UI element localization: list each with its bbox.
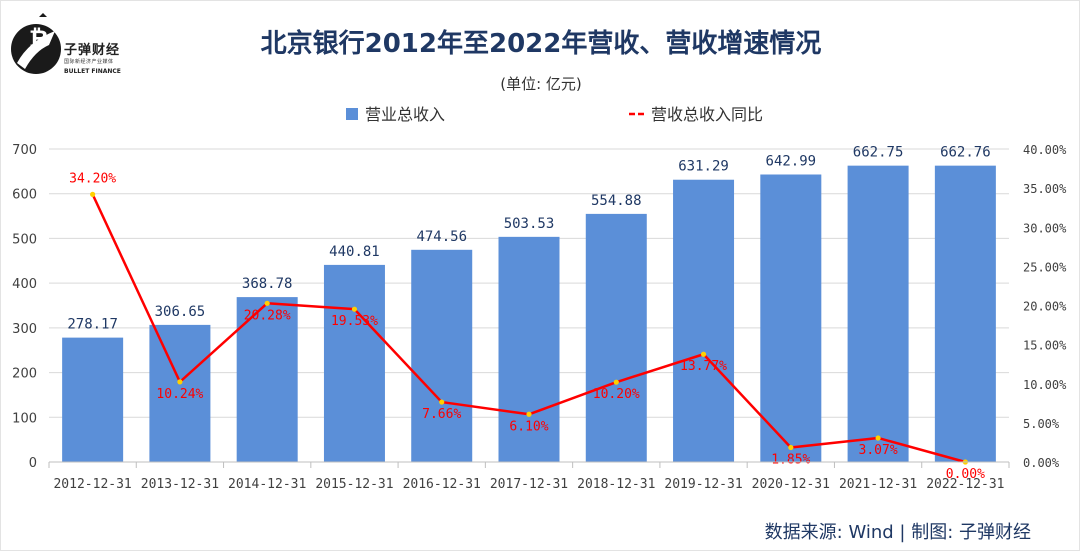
line-point [526, 411, 532, 417]
y-right-tick-label: 5.00% [1023, 417, 1060, 431]
bar [847, 165, 909, 462]
bar [934, 165, 996, 462]
bar [236, 297, 298, 462]
bar [411, 249, 473, 462]
unit-label: (单位: 亿元) [500, 75, 582, 93]
legend: 营业总收入 营收总收入同比 [346, 105, 763, 124]
line-point [788, 444, 794, 451]
x-tick-label: 2015-12-31 [315, 477, 393, 492]
y-left-tick-label: 100 [12, 411, 37, 426]
y-right-tick-label: 40.00% [1023, 143, 1067, 157]
x-tick-label: 2018-12-31 [577, 477, 655, 492]
x-tick-label: 2021-12-31 [839, 477, 917, 492]
y-right-tick-label: 35.00% [1023, 182, 1067, 196]
axes: 0 100 200 300 400 500 600 700 0.00% 5.00% 10.00% 15… [12, 143, 1067, 492]
x-tick-label: 2014-12-31 [228, 477, 306, 492]
y-right-tick-label: 30.00% [1023, 221, 1067, 235]
legend-bar-swatch [346, 108, 358, 120]
y-right-tick-label: 15.00% [1023, 339, 1067, 353]
y-left-tick-label: 200 [12, 367, 37, 382]
bar [585, 213, 647, 462]
y-right-tick-label: 20.00% [1023, 300, 1067, 314]
bar-value-label: 306.65 [155, 304, 206, 320]
line-point [700, 351, 707, 357]
bar [760, 174, 822, 462]
line-point [177, 379, 183, 385]
bar-value-label: 440.81 [329, 244, 380, 260]
y-left-tick-label: 400 [12, 277, 37, 292]
bar-value-label: 631.29 [678, 159, 729, 175]
logo-english: BULLET FINANCE [64, 68, 121, 75]
y-right-tick-label: 10.00% [1023, 378, 1067, 392]
line-point [613, 379, 619, 385]
legend-line-label: 营收总收入同比 [651, 105, 763, 124]
bar-value-label: 554.88 [591, 193, 642, 209]
x-tick-label: 2013-12-31 [141, 477, 219, 492]
logo-subtitle: 国际新经济产业媒体 [64, 59, 114, 65]
logo: ₿ 子弹财经 国际新经济产业媒体 BULLET FINANCE [9, 11, 129, 81]
bar [62, 337, 124, 462]
y-left-tick-label: 500 [12, 232, 37, 247]
bar [673, 179, 735, 462]
line-point [439, 399, 445, 405]
y-left-tick-label: 600 [12, 188, 37, 203]
bar-value-label: 503.53 [504, 216, 555, 232]
x-tick-label: 2017-12-31 [490, 477, 568, 492]
legend-bar-label: 营业总收入 [365, 105, 445, 124]
bar-value-label: 642.99 [766, 153, 817, 169]
bar-value-label: 662.75 [853, 145, 904, 161]
svg-text:₿: ₿ [29, 25, 49, 53]
line-point [875, 435, 881, 441]
line-value-label: 3.07% [859, 443, 898, 458]
line-value-label: 7.66% [422, 407, 461, 422]
source-note: 数据来源: Wind | 制图: 子弹财经 [764, 522, 1031, 543]
chart-title: 北京银行2012年至2022年营收、营收增速情况 [260, 29, 822, 59]
bar [149, 324, 211, 462]
bar [323, 264, 385, 462]
line-value-label: 19.53% [331, 314, 378, 329]
line-point [90, 191, 96, 197]
line-value-label: 6.10% [509, 419, 548, 434]
line-value-label: 10.20% [593, 387, 640, 402]
y-left-tick-label: 300 [12, 322, 37, 337]
bar-value-label: 278.17 [67, 317, 118, 333]
y-left-tick-label: 700 [12, 143, 37, 158]
bar-value-label: 662.76 [940, 145, 991, 161]
line-value-label: 0.00% [946, 467, 985, 482]
logo-brand: 子弹财经 [64, 43, 121, 58]
line-series: 34.20% 10.24% 20.28% 19.53% 7.66% 6.10% 10.20%… [69, 171, 985, 482]
x-tick-label: 2019-12-31 [664, 477, 742, 492]
line-value-label: 1.85% [771, 453, 810, 468]
y-right-tick-label: 0.00% [1023, 456, 1060, 470]
bar [498, 236, 560, 462]
y-right-tick-label: 25.00% [1023, 260, 1067, 274]
bar-value-label: 368.78 [242, 276, 293, 292]
line-value-label: 13.77% [680, 359, 727, 374]
line-point [351, 306, 358, 312]
bar-value-label: 474.56 [416, 229, 467, 245]
y-left-tick-label: 0 [29, 456, 37, 471]
line-value-label: 10.24% [156, 387, 203, 402]
line-value-label: 34.20% [69, 171, 116, 186]
bullet-logo-icon: ₿ [11, 13, 61, 74]
x-tick-label: 2022-12-31 [926, 477, 1004, 492]
line-value-label: 20.28% [244, 308, 291, 323]
x-tick-label: 2020-12-31 [752, 477, 830, 492]
bar-series: 278.17 306.65 368.78 440.81 474.56 503.53 554.… [62, 145, 996, 462]
x-tick-label: 2012-12-31 [53, 477, 131, 492]
line-point [264, 300, 270, 306]
x-tick-label: 2016-12-31 [403, 477, 481, 492]
